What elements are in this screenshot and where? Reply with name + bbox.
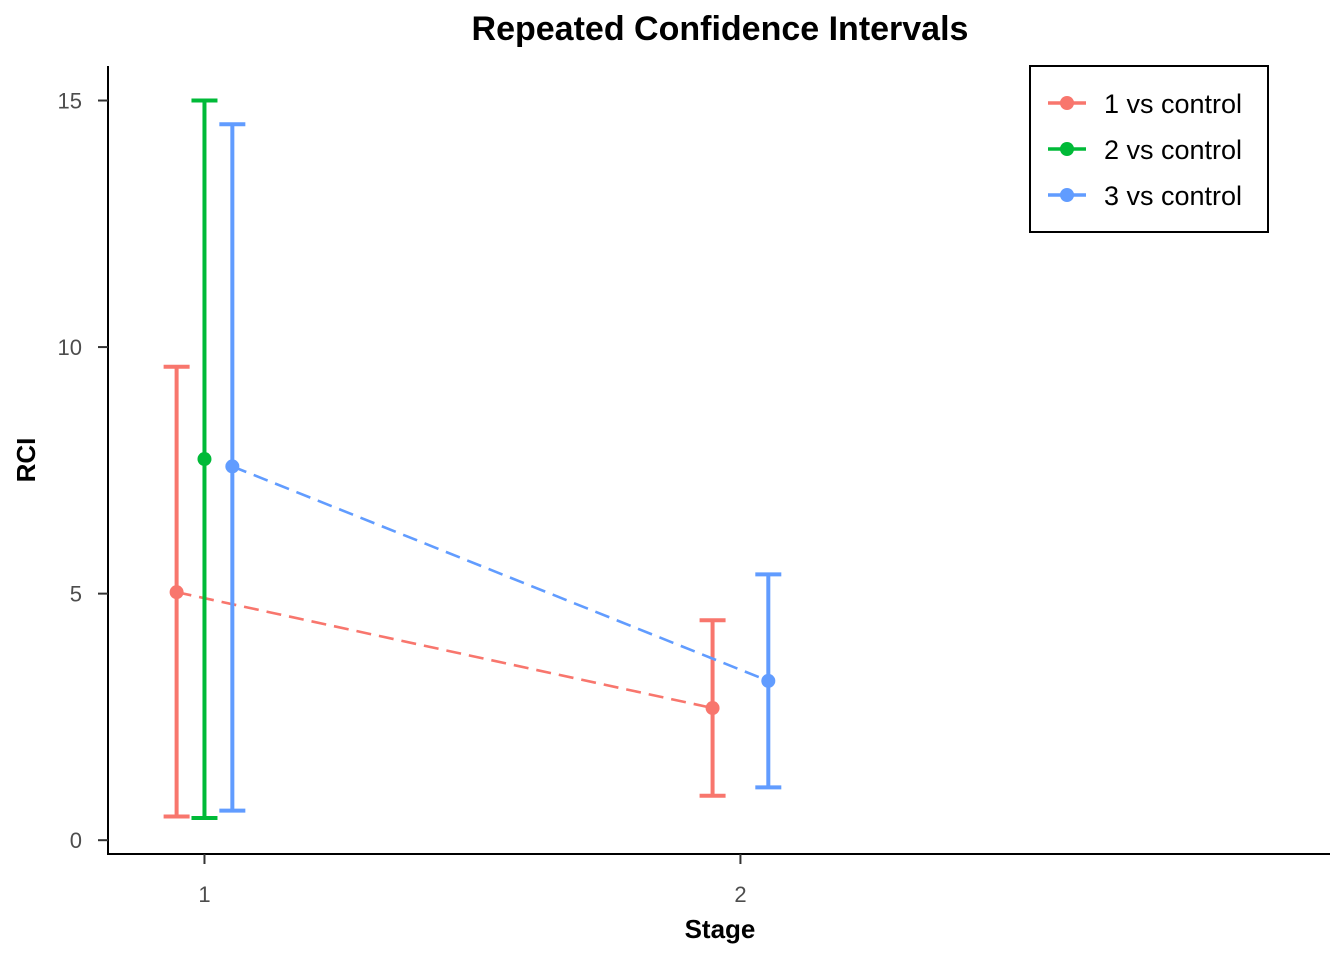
y-tick-label: 10 — [58, 335, 82, 360]
series-3 — [219, 122, 782, 813]
x-axis-title: Stage — [685, 914, 756, 944]
legend-item: 1 vs control — [1048, 89, 1242, 119]
estimate-point — [197, 452, 212, 467]
legend-key-point — [1060, 142, 1074, 156]
legend-item: 3 vs control — [1048, 181, 1242, 211]
series-1 — [163, 364, 726, 819]
y-tick-label: 0 — [70, 828, 82, 853]
estimate-point — [169, 585, 184, 600]
y-tick-label: 5 — [70, 582, 82, 607]
chart-title: Repeated Confidence Intervals — [472, 10, 969, 48]
x-tick-label: 2 — [734, 882, 746, 907]
legend: 1 vs control 2 vs control 3 vs control — [1029, 65, 1269, 233]
x-tick-label: 1 — [198, 882, 210, 907]
estimate-point — [761, 673, 776, 688]
plot-area — [163, 98, 782, 821]
legend-key-point — [1060, 96, 1074, 110]
legend-item: 2 vs control — [1048, 135, 1242, 165]
series-line — [176, 590, 713, 710]
legend-label: 3 vs control — [1104, 181, 1242, 211]
legend-label: 1 vs control — [1104, 89, 1242, 119]
series-2 — [191, 98, 218, 821]
y-tick-label: 15 — [58, 89, 82, 114]
estimate-point — [705, 701, 720, 716]
legend-key-point — [1060, 188, 1074, 202]
estimate-point — [225, 459, 240, 474]
y-axis-ticks: 0 5 10 15 — [58, 89, 108, 853]
legend-label: 2 vs control — [1104, 135, 1242, 165]
y-axis-title: RCI — [11, 438, 41, 483]
series-line — [231, 465, 769, 683]
